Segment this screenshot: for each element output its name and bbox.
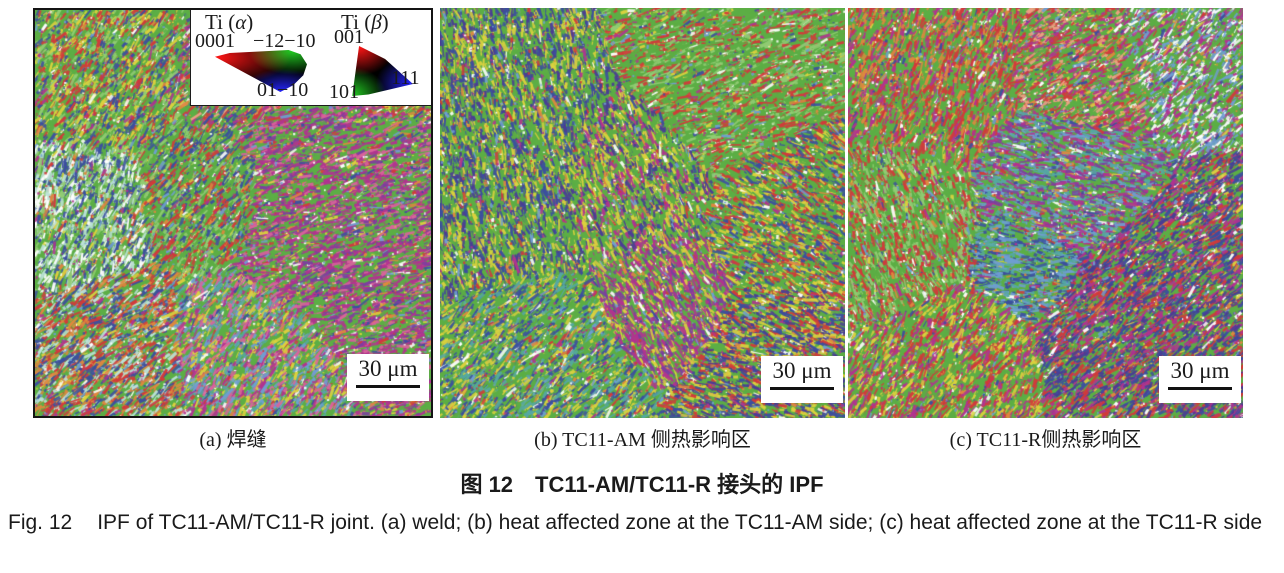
figure-caption-en: Fig. 12 IPF of TC11-AM/TC11-R joint. (a)…	[8, 506, 1284, 539]
figure-caption-en-label: Fig. 12	[8, 511, 73, 534]
scale-bar-b-label: 30 μm	[772, 358, 832, 383]
beta-pole-001: 001	[334, 26, 364, 48]
scale-bar-b-line	[770, 387, 834, 390]
alpha-pole-0001: 0001	[195, 30, 235, 52]
beta-key-title: Ti (β)	[341, 10, 389, 34]
panel-caption-c: (c) TC11-R侧热影响区	[949, 429, 1142, 451]
scale-bar-c-label: 30 μm	[1170, 358, 1230, 383]
scale-bar-a-line	[356, 385, 420, 388]
beta-pole-111: 111	[391, 67, 420, 89]
panel-b-haz-tc11am: 30 μm	[440, 8, 845, 418]
beta-pole-101: 101	[329, 81, 359, 103]
ipf-color-key: Ti (α) 0001 −12−10 01−10 Ti (β) 001 101 …	[190, 10, 431, 106]
panel-a-weld: Ti (α) 0001 −12−10 01−10 Ti (β) 001 101 …	[33, 8, 433, 418]
panel-c-haz-tc11r: 30 μm	[848, 8, 1243, 418]
micrograph-panel-c	[848, 8, 1243, 418]
figure-caption-zh: 图 12 TC11-AM/TC11-R 接头的 IPF	[460, 472, 824, 497]
micrograph-panel-b	[440, 8, 845, 418]
panel-caption-a: (a) 焊缝	[199, 429, 267, 451]
panel-caption-b: (b) TC11-AM 侧热影响区	[534, 429, 751, 451]
scale-bar-b: 30 μm	[761, 356, 843, 403]
alpha-pole-01m10: 01−10	[257, 79, 309, 101]
alpha-key-title: Ti (α)	[205, 10, 254, 34]
scale-bar-a-label: 30 μm	[358, 356, 418, 381]
scale-bar-c-line	[1168, 387, 1232, 390]
scale-bar-c: 30 μm	[1159, 356, 1241, 403]
alpha-pole-m12m10: −12−10	[253, 30, 316, 52]
scale-bar-a: 30 μm	[347, 354, 429, 401]
figure-caption-en-text: IPF of TC11-AM/TC11-R joint. (a) weld; (…	[97, 511, 1263, 534]
